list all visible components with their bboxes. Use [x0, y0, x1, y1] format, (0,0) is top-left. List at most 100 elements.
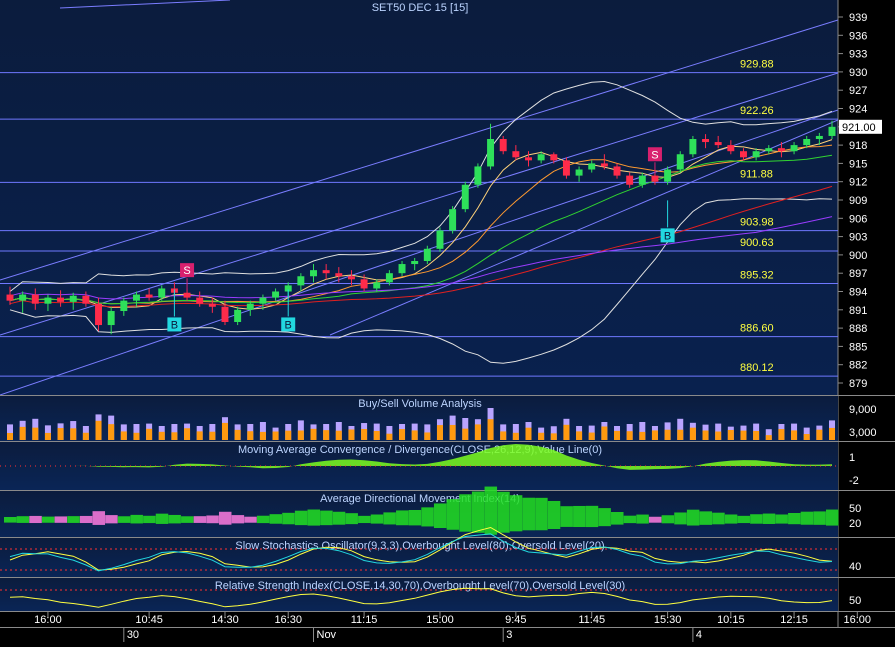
- adx-bar: [509, 495, 523, 532]
- adx-bar: [813, 511, 826, 525]
- volume-bar-buy: [386, 433, 393, 440]
- candle-body: [550, 154, 558, 161]
- adx-bar: [231, 515, 245, 524]
- stoch-d-line: [9, 533, 833, 572]
- level-label: 895.32: [740, 269, 774, 281]
- candle-body: [82, 295, 90, 304]
- panel-dividers: [0, 395, 895, 628]
- candle-body: [132, 294, 140, 301]
- volume-bar-buy: [689, 427, 696, 440]
- volume-bar-buy: [816, 429, 823, 440]
- rsi-panel: [0, 578, 838, 611]
- adx-bar: [345, 513, 358, 525]
- volume-bar-buy: [765, 435, 772, 440]
- volume-bar-buy: [32, 427, 39, 440]
- candle-body: [69, 295, 77, 302]
- volume-bar-buy: [285, 430, 292, 440]
- volume-bar-buy: [424, 432, 431, 440]
- adx-bar: [674, 512, 687, 525]
- signal-label: B: [171, 319, 178, 331]
- price-axis-label: 897: [849, 268, 867, 280]
- adx-bar: [826, 509, 839, 526]
- volume-bar-buy: [171, 432, 178, 440]
- volume-bar-buy: [108, 424, 115, 440]
- adx-bar: [560, 506, 573, 527]
- volume-bar-buy: [487, 419, 494, 440]
- volume-bar-buy: [348, 429, 355, 440]
- adx-bar: [320, 510, 333, 526]
- adx-bar: [256, 515, 270, 524]
- candle-body: [57, 297, 65, 302]
- trend-channel-line: [0, 72, 838, 336]
- volume-bar-buy: [19, 426, 26, 440]
- candle-body: [815, 135, 823, 139]
- adx-bar: [244, 516, 257, 523]
- adx-bar: [332, 511, 346, 525]
- adx-bar: [433, 503, 447, 529]
- volume-bar-buy: [247, 431, 254, 440]
- price-axis-label: 933: [849, 49, 867, 61]
- candle-body: [499, 139, 507, 152]
- adx-bar: [611, 512, 624, 525]
- signal-label: S: [183, 265, 190, 277]
- level-label: 900.63: [740, 237, 774, 249]
- adx-bar: [623, 515, 637, 524]
- volume-bar-buy: [436, 425, 443, 440]
- volume-bar-buy: [234, 429, 241, 440]
- candle-body: [664, 169, 672, 182]
- adx-bar: [4, 517, 17, 523]
- trend-channel-line: [0, 19, 838, 281]
- candle-body: [752, 151, 760, 158]
- volume-bar-buy: [310, 428, 317, 440]
- candle-body: [6, 294, 14, 301]
- candle-body: [562, 160, 570, 176]
- volume-bar-sell: [550, 426, 557, 440]
- volume-bar-buy: [57, 428, 64, 440]
- volume-bar-buy: [753, 430, 760, 440]
- candle-body: [613, 166, 621, 176]
- macd-area: [10, 444, 832, 470]
- volume-bar-buy: [7, 432, 13, 440]
- price-axis-label: 909: [849, 195, 867, 207]
- candle-body: [537, 154, 545, 161]
- candle-body: [44, 297, 52, 304]
- volume-bar-buy: [82, 432, 89, 440]
- adx-bar: [54, 516, 68, 523]
- price-axis-label: 927: [849, 85, 867, 97]
- adx-bar: [155, 513, 169, 524]
- adx-bar: [471, 491, 485, 533]
- volume-bar-sell: [386, 426, 393, 440]
- adx-bar: [762, 513, 776, 524]
- price-axis-label: 888: [849, 323, 867, 335]
- volume-bar-buy: [361, 428, 368, 440]
- adx-bar: [294, 510, 308, 526]
- volume-bar-buy: [677, 429, 684, 440]
- volume-bar-buy: [146, 428, 153, 440]
- adx-bar: [282, 512, 295, 525]
- volume-bar-buy: [702, 430, 709, 440]
- adx-bar: [636, 514, 649, 524]
- adx-bar: [143, 515, 156, 524]
- volume-bar-sell: [765, 429, 772, 440]
- candle-body: [423, 248, 431, 261]
- volume-bar-buy: [158, 431, 165, 440]
- volume-bar-buy: [639, 431, 646, 440]
- time-axis-label: 14:30: [211, 614, 239, 626]
- panel-axis-label-macd: 1: [849, 452, 855, 464]
- volume-bar-buy: [297, 430, 304, 440]
- candle-body: [322, 270, 330, 274]
- buy-signal-marker: [281, 317, 296, 332]
- volume-bar-buy: [335, 430, 342, 440]
- volume-bar-buy: [474, 424, 481, 440]
- volume-bar-sell: [171, 424, 178, 440]
- volume-bar-sell: [512, 424, 519, 440]
- adx-bar: [598, 508, 611, 527]
- price-axis-label: 906: [849, 213, 867, 225]
- volume-bar-buy: [133, 432, 140, 440]
- signal-label: B: [285, 319, 292, 331]
- volume-bar-buy: [576, 431, 583, 440]
- bollinger-upper: [9, 80, 833, 292]
- signal-label: B: [664, 230, 671, 242]
- adx-bar: [712, 512, 725, 525]
